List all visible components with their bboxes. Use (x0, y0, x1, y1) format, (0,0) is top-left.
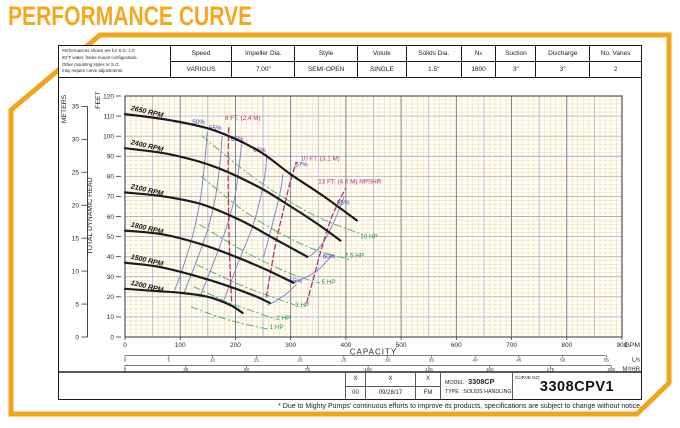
spec-note-line: Performances shown are for S.G. 1.0 (62, 48, 135, 54)
spec-column-suction: Suction 3" (496, 46, 537, 77)
revision-top: X (346, 373, 365, 387)
spec-header: Suction (496, 46, 536, 62)
spec-header: Volute (357, 46, 406, 62)
spec-value: 3" (559, 66, 566, 73)
title-block: X 00 X 09/28/17 X FM MODEL : 3308CP TYPE : SO… (59, 371, 641, 399)
revision-bottom: 09/28/17 (378, 389, 403, 396)
type-label: TYPE : (445, 388, 462, 395)
spec-note-line: may require curve adjustments. (62, 68, 124, 74)
spec-column-speed: Speed VARIOUS (170, 46, 233, 77)
model-label: MODEL : (445, 379, 467, 386)
spec-value: 7.00" (255, 66, 271, 73)
revision-top: X (416, 373, 440, 387)
spec-header: Solids Dia. (406, 46, 461, 62)
revision-cell-2: X FM (416, 373, 441, 399)
spec-value: 3" (512, 66, 519, 73)
spec-column-n: N S 1600 (461, 46, 497, 77)
revision-cell-0: X 00 (346, 373, 366, 399)
model-cell: MODEL : 3308CP TYPE : SOLIDS HANDLING (441, 373, 513, 399)
spec-column-solids-dia-: Solids Dia. 1.5" (406, 46, 462, 77)
title-block-empty-cell (59, 373, 346, 399)
spec-header: No. Vanes (590, 46, 641, 62)
model-value: 3308CP (468, 376, 495, 386)
spec-header: Discharge (536, 46, 590, 62)
model-row: MODEL : 3308CP (445, 376, 512, 388)
revision-cells: X 00 X 09/28/17 X FM (346, 373, 441, 399)
spec-header: Speed (170, 46, 232, 62)
spec-value: 2 (613, 66, 618, 73)
curve-no-label: CURVE NO: (515, 374, 541, 380)
spec-note-line: 60°F water, frame mount configuration. (62, 54, 138, 60)
spec-value: VARIOUS (186, 66, 216, 73)
footnote: * Due to Mighty Pumps' continuous effort… (278, 403, 642, 410)
page-title: PERFORMANCE CURVE (8, 1, 253, 31)
type-value: SOLIDS HANDLING (463, 388, 512, 395)
revision-top: X (366, 373, 415, 387)
spec-note-cell: Performances shown are for S.G. 1.0 60°F … (59, 46, 171, 77)
spec-value: SEMI-OPEN (307, 66, 345, 73)
spec-table: Performances shown are for S.G. 1.0 60°F … (59, 46, 641, 78)
spec-column-impeller-dia-: Impeller Dia. 7.00" (232, 46, 296, 77)
revision-cell-1: X 09/28/17 (366, 373, 416, 399)
spec-column-style: Style SEMI-OPEN (295, 46, 358, 77)
sheet: Performances shown are for S.G. 1.0 60°F … (58, 45, 642, 400)
spec-column-volute: Volute SINGLE (357, 46, 407, 77)
spec-column-no-vanes: No. Vanes 2 (590, 46, 641, 77)
spec-note-line: Other mounting styles or S.G. (62, 61, 120, 67)
curve-no-cell: CURVE NO: 3308CPV1 (513, 373, 641, 399)
spec-value: 1600 (471, 66, 486, 73)
spec-header: Impeller Dia. (232, 46, 295, 62)
revision-bottom: 00 (352, 389, 359, 396)
type-row: TYPE : SOLIDS HANDLING (445, 388, 512, 396)
spec-column-discharge: Discharge 3" (536, 46, 591, 77)
spec-header: Style (295, 46, 357, 62)
spec-value: SINGLE (369, 66, 394, 73)
curve-no-value: 3308CPV1 (539, 379, 615, 395)
spec-value: 1.5" (428, 66, 440, 73)
revision-bottom: FM (423, 389, 433, 396)
